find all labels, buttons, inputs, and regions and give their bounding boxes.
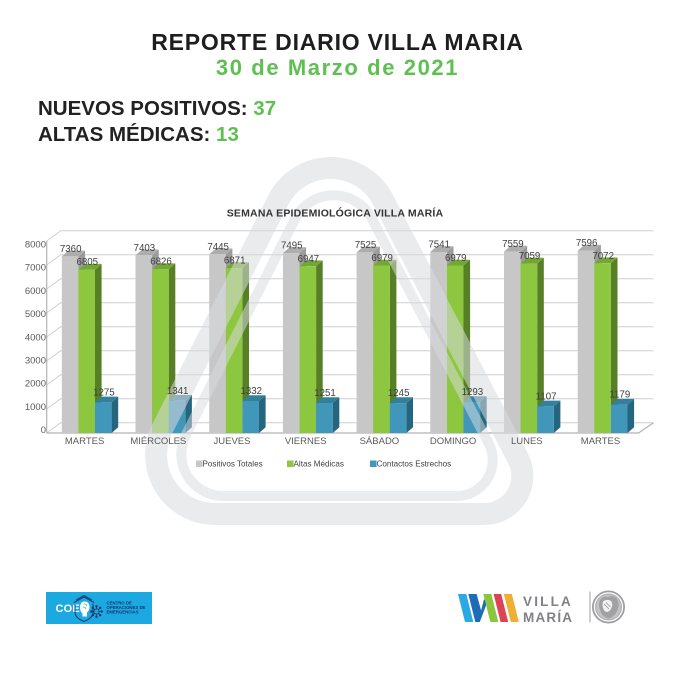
svg-text:Altas Médicas: Altas Médicas [294,460,344,469]
svg-text:COE: COE [56,603,80,615]
svg-text:7559: 7559 [502,239,524,250]
svg-text:1245: 1245 [388,388,410,399]
svg-text:VIERNES: VIERNES [285,436,327,447]
svg-text:1341: 1341 [167,386,189,397]
svg-text:1251: 1251 [314,388,336,399]
svg-text:8000: 8000 [25,240,46,251]
svg-text:6979: 6979 [371,253,393,264]
svg-text:7360: 7360 [60,244,82,255]
svg-text:7525: 7525 [355,240,377,251]
svg-text:6979: 6979 [445,253,467,264]
svg-text:7072: 7072 [592,251,614,262]
svg-text:MARÍA: MARÍA [523,610,573,625]
svg-text:7445: 7445 [207,242,229,253]
svg-text:6000: 6000 [25,286,46,297]
svg-text:1275: 1275 [93,387,115,398]
svg-text:LUNES: LUNES [511,436,543,447]
svg-text:MARTES: MARTES [581,436,620,447]
svg-text:MIÉRCOLES: MIÉRCOLES [130,436,186,447]
svg-text:SEMANA EPIDEMIOLÓGICA VILLA MA: SEMANA EPIDEMIOLÓGICA VILLA MARÍA [227,207,444,220]
svg-text:3000: 3000 [25,356,46,367]
svg-text:7059: 7059 [519,251,541,262]
svg-text:1332: 1332 [241,386,263,397]
svg-text:7403: 7403 [134,243,156,254]
svg-text:6826: 6826 [150,257,172,268]
svg-text:MARTES: MARTES [65,436,104,447]
svg-text:JUEVES: JUEVES [214,436,251,447]
svg-text:6871: 6871 [224,256,246,267]
svg-text:DOMINGO: DOMINGO [430,436,476,447]
svg-text:7000: 7000 [25,263,46,274]
svg-text:1000: 1000 [25,402,46,413]
svg-text:OPERACIONES DE: OPERACIONES DE [107,605,146,610]
svg-text:7596: 7596 [576,238,598,249]
svg-text:CENTRO DE: CENTRO DE [107,601,132,606]
svg-text:EMERGENCIAS: EMERGENCIAS [107,610,139,615]
svg-text:4000: 4000 [25,332,46,343]
svg-text:1107: 1107 [536,391,557,402]
svg-text:SÁBADO: SÁBADO [360,436,400,447]
svg-text:1179: 1179 [609,390,630,401]
svg-text:6947: 6947 [298,254,320,265]
svg-text:2000: 2000 [25,379,46,390]
svg-text:VILLA: VILLA [523,594,573,609]
svg-text:Contactos Estrechos: Contactos Estrechos [377,460,452,469]
svg-text:7495: 7495 [281,241,303,252]
svg-text:6805: 6805 [77,257,99,268]
svg-text:Positivos Totales: Positivos Totales [203,460,263,469]
svg-text:7541: 7541 [428,240,450,251]
svg-text:0: 0 [41,425,46,436]
svg-text:5000: 5000 [25,309,46,320]
svg-text:1293: 1293 [462,387,484,398]
